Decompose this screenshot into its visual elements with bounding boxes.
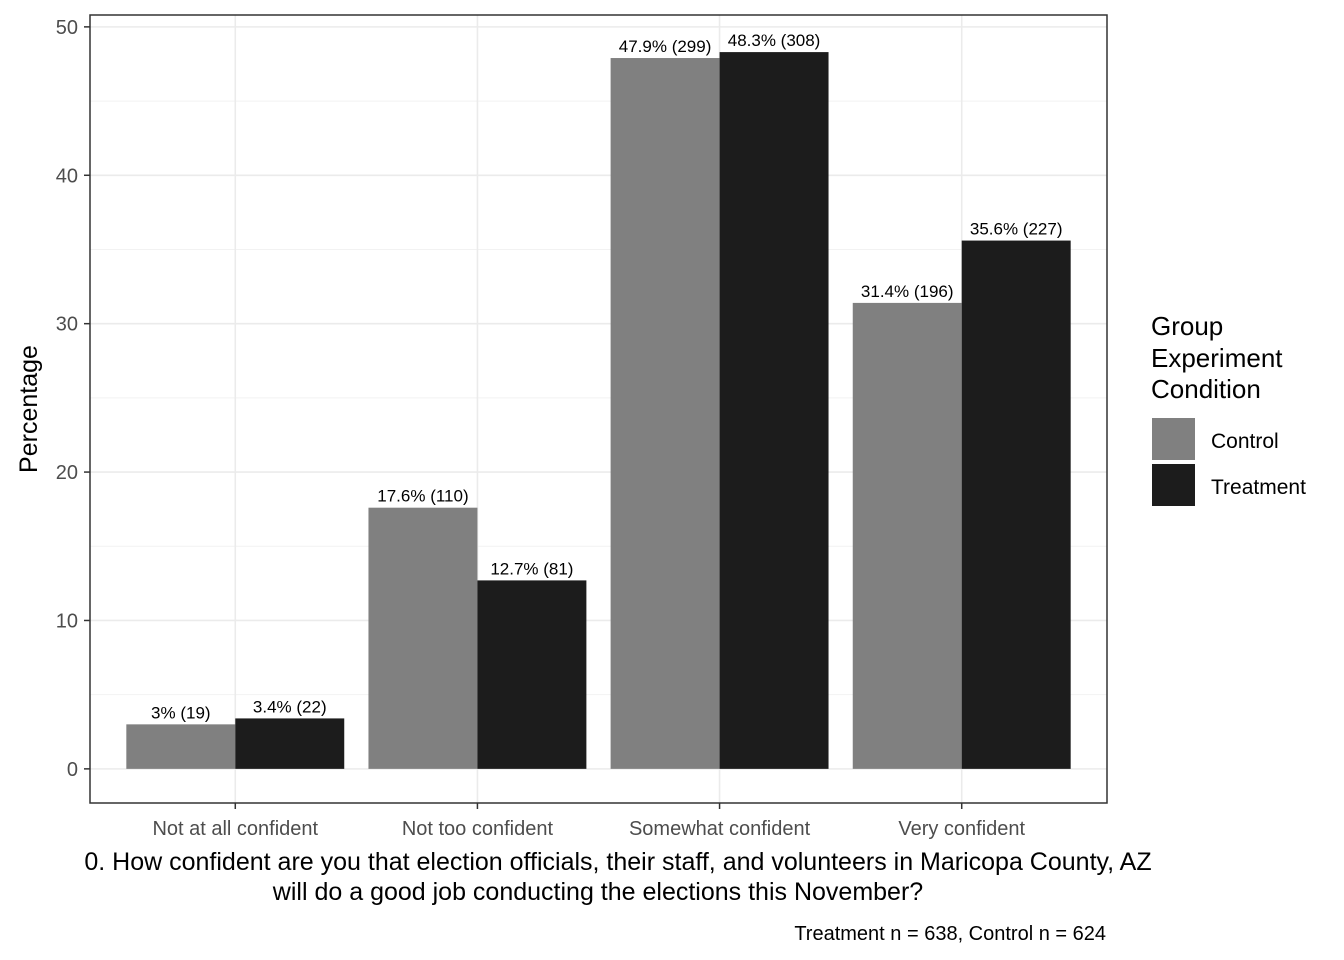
y-tick-label: 30	[56, 314, 78, 336]
bar-control	[126, 724, 236, 769]
bar-control	[610, 58, 720, 769]
data-label-control: 47.9% (299)	[619, 37, 712, 56]
bar-control	[852, 302, 962, 769]
y-tick-label: 50	[56, 17, 78, 39]
data-label-control: 3% (19)	[151, 703, 211, 722]
legend-key-control	[1152, 418, 1195, 460]
y-axis-title: Percentage	[15, 345, 43, 473]
x-axis-title-line-2: will do a good job conducting the electi…	[272, 878, 923, 906]
legend-key-treatment	[1152, 464, 1195, 506]
legend-title-line-1: Group	[1151, 311, 1223, 341]
y-tick-label: 40	[56, 165, 78, 187]
y-tick-label: 0	[67, 759, 78, 781]
x-tick-label: Somewhat confident	[629, 818, 811, 840]
data-label-control: 17.6% (110)	[377, 487, 468, 506]
data-labels: 3% (19) 17.6% (110) 47.9% (299) 31.4% (196)…	[151, 31, 1062, 722]
data-label-treatment: 48.3% (308)	[728, 31, 821, 50]
data-label-treatment: 35.6% (227)	[970, 220, 1063, 239]
bar-control	[368, 507, 478, 769]
x-tick-label: Not at all confident	[152, 818, 318, 840]
bar-treatment	[477, 580, 587, 769]
legend-title-line-2: Experiment	[1151, 343, 1283, 373]
y-tick-label: 10	[56, 610, 78, 632]
plot-panel-border	[89, 14, 1108, 804]
bar-treatment	[235, 718, 345, 769]
legend-title-line-3: Condition	[1151, 374, 1261, 404]
bars	[126, 52, 1071, 769]
data-label-control: 31.4% (196)	[861, 282, 954, 301]
data-label-treatment: 12.7% (81)	[490, 559, 573, 578]
x-tick-label: Very confident	[898, 818, 1025, 840]
legend: Group Experiment Condition Control Treat…	[1151, 311, 1306, 506]
bar-treatment	[719, 52, 829, 769]
y-tick-label: 20	[56, 462, 78, 484]
caption: Treatment n = 638, Control n = 624	[794, 923, 1106, 945]
x-tick-label: Not too confident	[402, 818, 554, 840]
data-label-treatment: 3.4% (22)	[253, 697, 327, 716]
legend-label-treatment: Treatment	[1211, 476, 1306, 499]
axes: 0 10 20 30 40 50 Not at all confident Not too c…	[56, 17, 1026, 840]
legend-label-control: Control	[1211, 430, 1279, 453]
bar-treatment	[961, 240, 1071, 769]
x-axis-title-line-1: 0. How confident are you that election o…	[84, 848, 1151, 876]
